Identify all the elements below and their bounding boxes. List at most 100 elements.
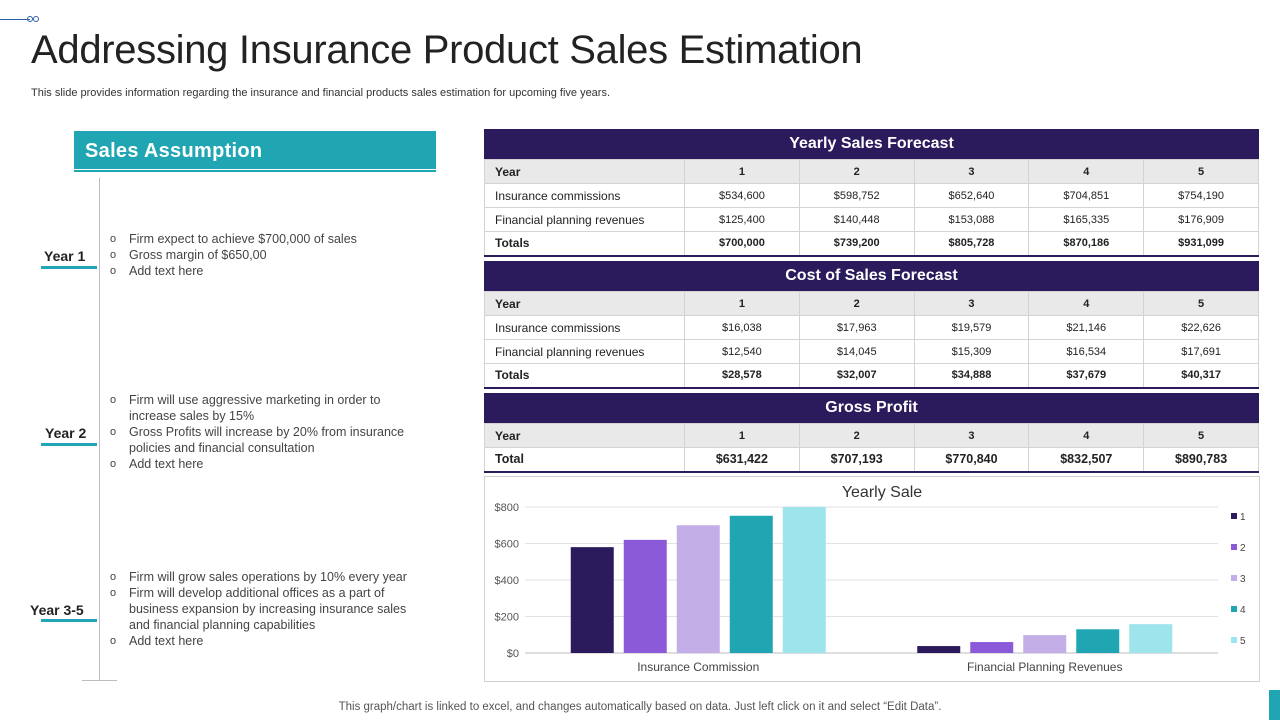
header-cell: 1 bbox=[684, 291, 800, 316]
footer-note: This graph/chart is linked to excel, and… bbox=[338, 701, 942, 713]
row-label: Totals bbox=[484, 363, 685, 389]
x-category-label: Insurance Commission bbox=[637, 660, 759, 674]
corner-accent bbox=[1269, 690, 1280, 720]
gross-profit-table: Gross Profit Year 1 2 3 4 5 Total $631,4… bbox=[484, 393, 1259, 473]
header-cell: Year bbox=[484, 423, 685, 448]
list-item: Gross Profits will increase by 20% from … bbox=[110, 424, 430, 456]
table-cell: $805,728 bbox=[913, 231, 1030, 257]
y-tick-label: $600 bbox=[495, 539, 519, 551]
header-cell: 4 bbox=[1028, 159, 1145, 184]
bar-2 bbox=[623, 539, 667, 653]
yearly-sale-chart[interactable]: Yearly Sale $0 $200 $400 $600 $800 Insurance C… bbox=[484, 476, 1260, 682]
list-item: Gross margin of $650,00 bbox=[110, 247, 430, 263]
year-3-5-marker bbox=[41, 619, 97, 622]
table-cell: $140,448 bbox=[798, 207, 915, 232]
table-total-row: Totals $28,578 $32,007 $34,888 $37,679 $… bbox=[484, 363, 1259, 389]
year-3-5-bullets: Firm will grow sales operations by 10% e… bbox=[110, 569, 430, 649]
table-title: Gross Profit bbox=[484, 393, 1259, 423]
table-cell: $125,400 bbox=[684, 207, 800, 232]
bar-4 bbox=[1076, 629, 1120, 653]
cost-of-sales-forecast-table: Cost of Sales Forecast Year 1 2 3 4 5 In… bbox=[484, 261, 1259, 389]
table-cell: $40,317 bbox=[1143, 363, 1259, 389]
table-cell: $700,000 bbox=[684, 231, 800, 257]
header-cell: 5 bbox=[1143, 159, 1259, 184]
legend-label: 2 bbox=[1240, 543, 1246, 554]
table-row: Insurance commissions $16,038 $17,963 $1… bbox=[484, 315, 1259, 340]
table-cell: $21,146 bbox=[1028, 315, 1145, 340]
header-cell: 5 bbox=[1143, 423, 1259, 448]
year-1-label: Year 1 bbox=[44, 248, 86, 264]
y-tick-label: $800 bbox=[495, 502, 519, 514]
table-cell: $754,190 bbox=[1143, 183, 1259, 208]
table-total-row: Totals $700,000 $739,200 $805,728 $870,1… bbox=[484, 231, 1259, 257]
table-cell: $153,088 bbox=[913, 207, 1030, 232]
assumption-underline bbox=[74, 170, 436, 172]
timeline-end bbox=[82, 680, 117, 681]
table-cell: $598,752 bbox=[798, 183, 915, 208]
table-cell: $37,679 bbox=[1028, 363, 1145, 389]
bar-3 bbox=[676, 525, 720, 653]
header-cell: 3 bbox=[913, 423, 1030, 448]
bar-5 bbox=[1129, 624, 1173, 653]
x-category-label: Financial Planning Revenues bbox=[967, 660, 1122, 674]
chart-title: Yearly Sale bbox=[842, 484, 922, 501]
table-cell: $15,309 bbox=[913, 339, 1030, 364]
timeline-line bbox=[99, 178, 100, 681]
legend-label: 5 bbox=[1240, 636, 1246, 647]
legend-swatch bbox=[1231, 513, 1237, 519]
y-tick-label: $0 bbox=[507, 648, 519, 660]
legend-label: 4 bbox=[1240, 605, 1246, 616]
table-cell: $16,534 bbox=[1028, 339, 1145, 364]
year-3-5-label: Year 3-5 bbox=[30, 602, 84, 618]
table-header-row: Year 1 2 3 4 5 bbox=[484, 423, 1259, 448]
table-title: Yearly Sales Forecast bbox=[484, 129, 1259, 159]
header-cell: 3 bbox=[913, 291, 1030, 316]
table-cell: $631,422 bbox=[684, 447, 800, 473]
table-row: Financial planning revenues $12,540 $14,… bbox=[484, 339, 1259, 364]
row-label: Insurance commissions bbox=[484, 315, 685, 340]
table-cell: $17,691 bbox=[1143, 339, 1259, 364]
legend-label: 3 bbox=[1240, 574, 1246, 585]
page-title: Addressing Insurance Product Sales Estim… bbox=[31, 28, 863, 72]
header-cell: 4 bbox=[1028, 423, 1145, 448]
list-item: Add text here bbox=[110, 633, 430, 649]
table-cell: $739,200 bbox=[798, 231, 915, 257]
page-subtitle: This slide provides information regardin… bbox=[31, 87, 611, 99]
y-tick-label: $200 bbox=[495, 612, 519, 624]
year-1-marker bbox=[41, 266, 97, 269]
table-cell: $931,099 bbox=[1143, 231, 1259, 257]
table-header-row: Year 1 2 3 4 5 bbox=[484, 159, 1259, 184]
bar-3 bbox=[1023, 635, 1067, 653]
table-cell: $707,193 bbox=[798, 447, 915, 473]
year-1-bullets: Firm expect to achieve $700,000 of sales… bbox=[110, 231, 430, 279]
row-label: Total bbox=[484, 447, 685, 473]
year-2-label: Year 2 bbox=[45, 425, 87, 441]
bar-5 bbox=[782, 507, 826, 653]
bar-1 bbox=[570, 547, 614, 653]
table-cell: $34,888 bbox=[913, 363, 1030, 389]
decorative-connector-icon bbox=[0, 16, 40, 22]
header-cell: Year bbox=[484, 159, 685, 184]
sales-assumption-header: Sales Assumption bbox=[74, 131, 436, 169]
yearly-sales-forecast-table: Yearly Sales Forecast Year 1 2 3 4 5 Ins… bbox=[484, 129, 1259, 257]
table-total-row: Total $631,422 $707,193 $770,840 $832,50… bbox=[484, 447, 1259, 473]
year-2-marker bbox=[41, 443, 97, 446]
table-cell: $28,578 bbox=[684, 363, 800, 389]
row-label: Financial planning revenues bbox=[484, 339, 685, 364]
table-cell: $534,600 bbox=[684, 183, 800, 208]
header-cell: 4 bbox=[1028, 291, 1145, 316]
table-header-row: Year 1 2 3 4 5 bbox=[484, 291, 1259, 316]
bar-4 bbox=[729, 515, 773, 653]
header-cell: 2 bbox=[798, 423, 915, 448]
table-cell: $14,045 bbox=[798, 339, 915, 364]
header-cell: 1 bbox=[684, 159, 800, 184]
header-cell: Year bbox=[484, 291, 685, 316]
table-cell: $870,186 bbox=[1028, 231, 1145, 257]
table-cell: $176,909 bbox=[1143, 207, 1259, 232]
table-cell: $165,335 bbox=[1028, 207, 1145, 232]
header-cell: 1 bbox=[684, 423, 800, 448]
legend-swatch bbox=[1231, 637, 1237, 643]
table-cell: $19,579 bbox=[913, 315, 1030, 340]
bar-2 bbox=[970, 642, 1014, 653]
row-label: Financial planning revenues bbox=[484, 207, 685, 232]
